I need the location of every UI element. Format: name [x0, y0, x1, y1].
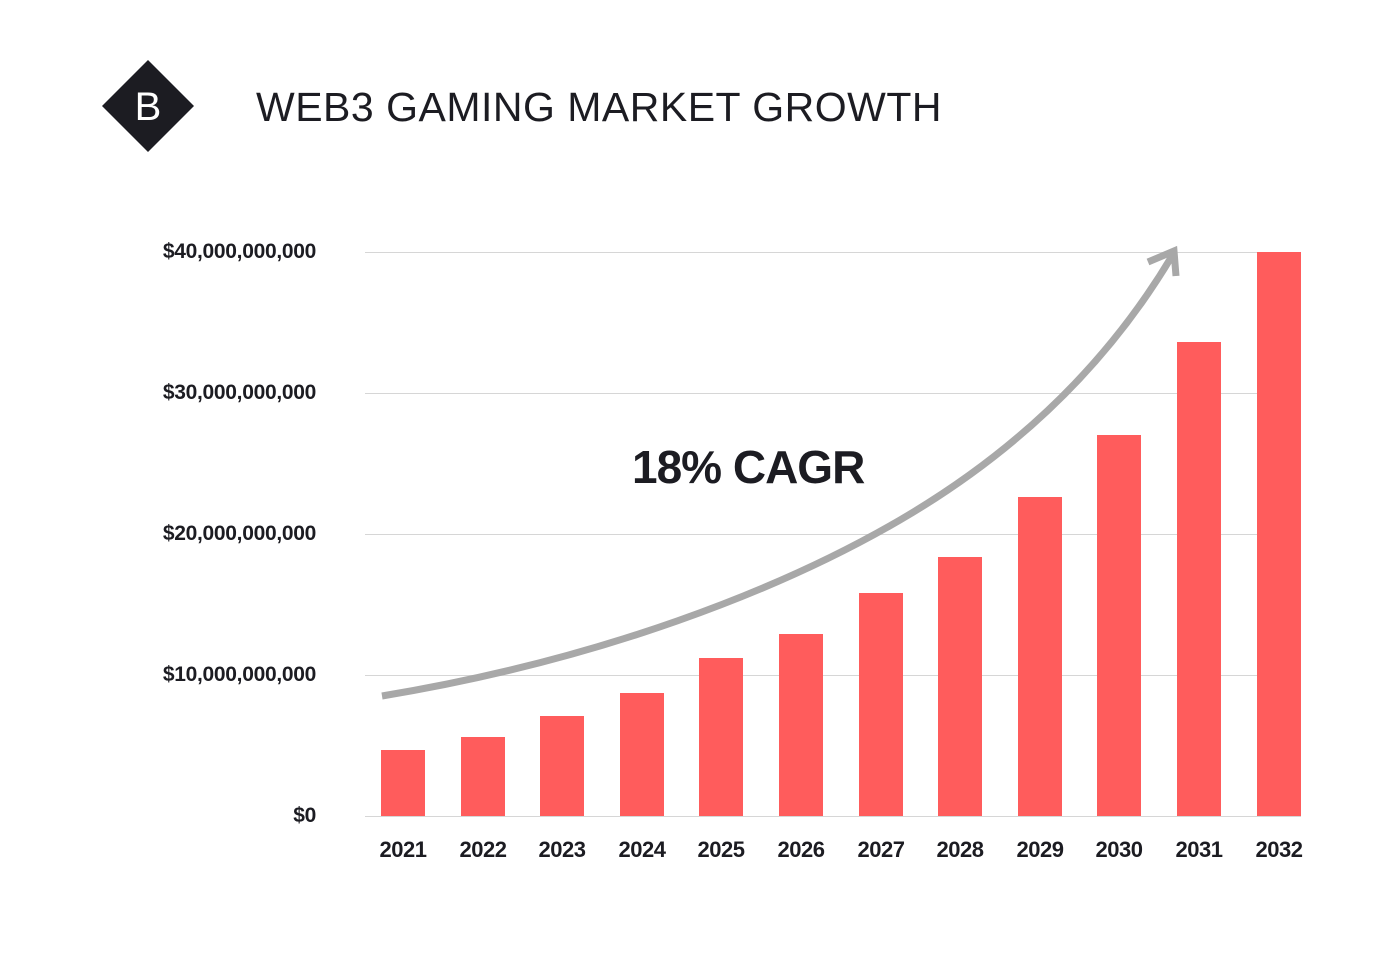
gridline [365, 534, 1301, 535]
x-axis-tick-label: 2024 [618, 837, 666, 862]
y-axis-tick-label: $10,000,000,000 [162, 663, 316, 686]
bar-2027 [859, 593, 903, 816]
chart-title: WEB3 GAMING MARKET GROWTH [256, 84, 942, 130]
x-axis-tick-label: 2028 [936, 837, 984, 862]
gridline [365, 393, 1301, 394]
svg-text:B: B [135, 85, 162, 129]
x-axis-tick-label: 2022 [459, 837, 507, 862]
cagr-annotation: 18% CAGR [632, 441, 865, 493]
x-axis-tick-label: 2025 [697, 837, 745, 862]
x-axis-tick-label: 2032 [1255, 837, 1303, 862]
bar-2026 [779, 634, 823, 816]
bar-2031 [1177, 342, 1221, 816]
y-axis-tick-label: $0 [293, 804, 316, 827]
bar-2030 [1097, 435, 1141, 816]
gridline [365, 252, 1301, 253]
bar-2024 [620, 693, 664, 816]
y-axis-tick-label: $30,000,000,000 [162, 381, 316, 404]
bar-2025 [699, 658, 743, 816]
brand-logo-icon: B [102, 60, 194, 152]
bar-2021 [381, 750, 425, 816]
gridline [365, 816, 1301, 817]
x-axis-tick-label: 2029 [1016, 837, 1064, 862]
x-axis-tick-label: 2021 [379, 837, 427, 862]
bar-2032 [1257, 252, 1301, 816]
x-axis-tick-label: 2023 [538, 837, 586, 862]
gridline [365, 675, 1301, 676]
x-axis-tick-label: 2031 [1175, 837, 1223, 862]
bar-2023 [540, 716, 584, 816]
x-axis-tick-label: 2026 [777, 837, 825, 862]
y-axis-tick-label: $20,000,000,000 [162, 522, 316, 545]
x-axis-tick-label: 2030 [1095, 837, 1143, 862]
x-axis-tick-label: 2027 [857, 837, 905, 862]
y-axis-tick-label: $40,000,000,000 [162, 240, 316, 263]
bar-2022 [461, 737, 505, 816]
bar-2029 [1018, 497, 1062, 816]
bar-2028 [938, 557, 982, 816]
